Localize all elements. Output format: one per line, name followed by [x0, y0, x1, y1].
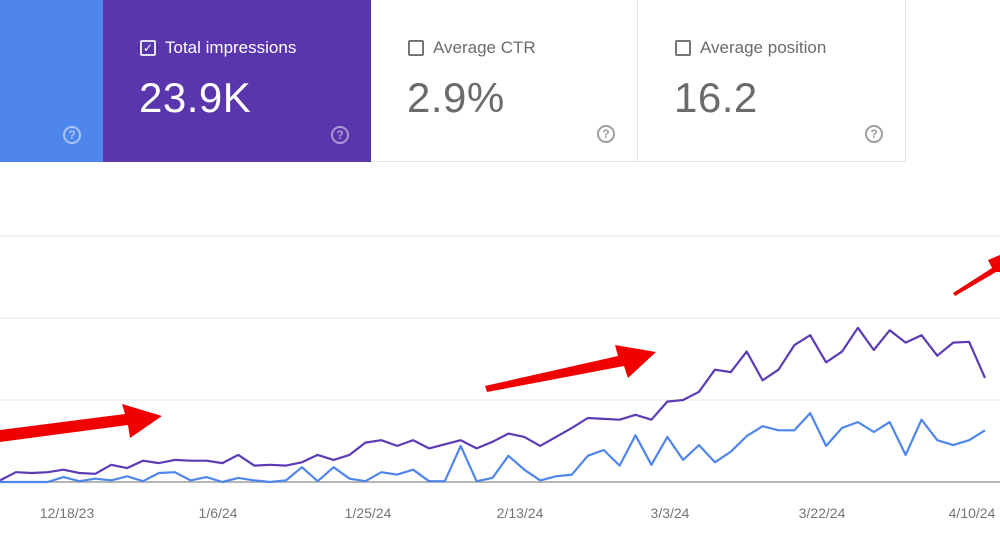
help-icon[interactable]: ? [597, 125, 615, 143]
average-position-card[interactable]: Average position 16.2 ? [638, 0, 906, 162]
clicks-series-line [0, 412, 986, 484]
x-tick-label: 3/22/24 [799, 505, 846, 521]
metric-value: 16.2 [674, 74, 758, 121]
checkbox-unchecked-icon[interactable] [675, 40, 691, 56]
x-tick-label: 2/13/24 [497, 505, 544, 521]
red-arrow-annotation [953, 255, 1000, 296]
impressions-series-line [0, 326, 987, 482]
x-tick-label: 1/6/24 [199, 505, 238, 521]
red-arrow-annotation [0, 404, 162, 442]
help-icon[interactable]: ? [63, 126, 81, 144]
total-clicks-card[interactable]: ? [0, 0, 103, 162]
checkbox-unchecked-icon[interactable] [408, 40, 424, 56]
metric-value: 23.9K [139, 74, 252, 121]
x-tick-label: 4/10/24 [949, 505, 996, 521]
help-icon[interactable]: ? [331, 126, 349, 144]
metric-label: Average CTR [433, 38, 536, 57]
checkbox-checked-icon[interactable]: ✓ [140, 40, 156, 56]
metric-label: Average position [700, 38, 827, 57]
help-icon[interactable]: ? [865, 125, 883, 143]
x-tick-label: 12/18/23 [40, 505, 95, 521]
metric-label: Total impressions [165, 38, 297, 57]
x-tick-label: 1/25/24 [345, 505, 392, 521]
x-tick-label: 3/3/24 [651, 505, 690, 521]
metric-value: 2.9% [407, 74, 505, 121]
red-arrow-annotation [485, 345, 656, 392]
average-ctr-card[interactable]: Average CTR 2.9% ? [371, 0, 638, 162]
total-impressions-card[interactable]: ✓ Total impressions 23.9K ? [103, 0, 371, 162]
